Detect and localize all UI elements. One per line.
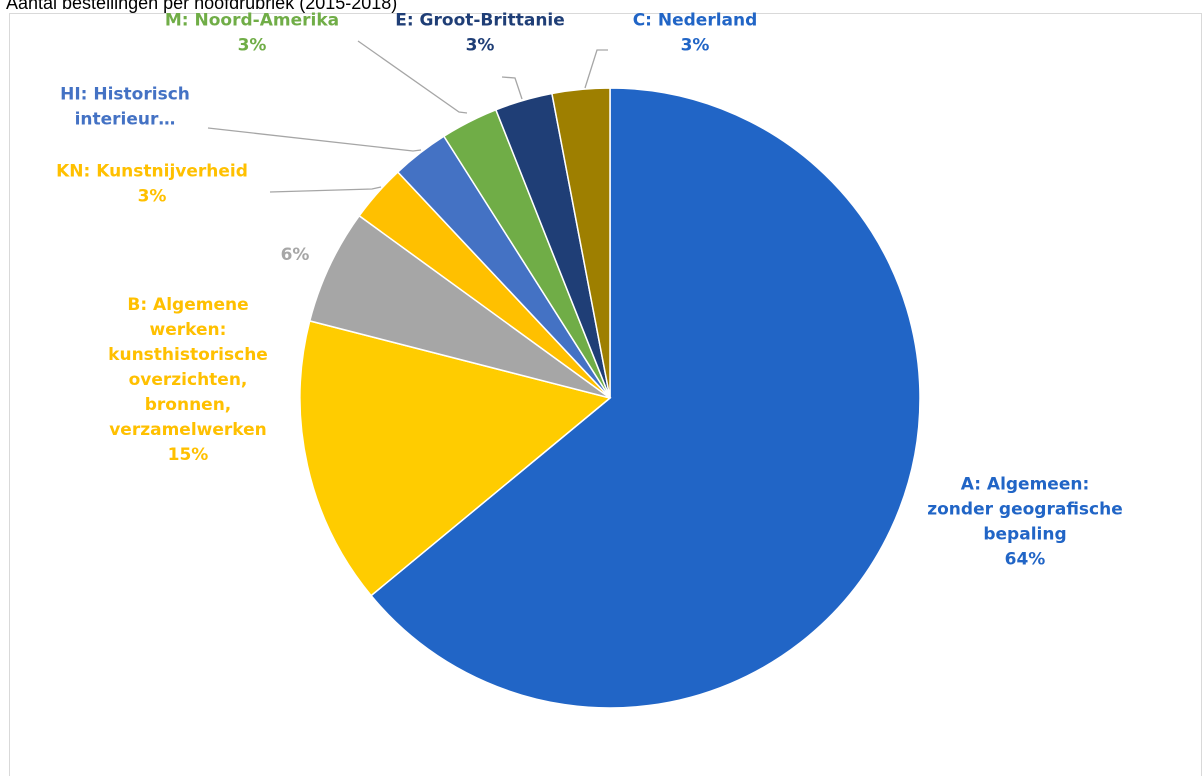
slice-labels: A: Algemeen: zonder geografische bepaling 6… bbox=[56, 11, 1123, 570]
pie-slice-a-algemeen bbox=[370, 87, 921, 709]
slice-category-label: A: Algemeen: bbox=[961, 475, 1090, 495]
slice-label-6: 6% bbox=[281, 245, 310, 265]
leader-line-m-noord-amerika bbox=[357, 40, 468, 114]
pie-slice-b-algemene bbox=[299, 319, 612, 597]
slice-category-label: bronnen, bbox=[145, 395, 232, 415]
leader-line-hi-historisch bbox=[207, 127, 422, 152]
slice-label-a-algemeen: A: Algemeen: zonder geografische bepaling 6… bbox=[927, 475, 1123, 570]
slice-label-m-noord-amerika: M: Noord-Amerika 3% bbox=[165, 11, 339, 56]
slice-value-label: 3% bbox=[681, 36, 710, 56]
pie-slice-c-nederland bbox=[551, 87, 611, 399]
slice-category-label: B: Algemene bbox=[127, 295, 248, 315]
slice-value-label: 15% bbox=[168, 445, 209, 465]
leader-lines bbox=[207, 40, 608, 193]
slice-label-e-groot-brittanie: E: Groot-Brittanie 3% bbox=[395, 11, 565, 56]
slice-value-label: 3% bbox=[238, 36, 267, 56]
slice-category-label: E: Groot-Brittanie bbox=[395, 11, 565, 31]
slice-category-label: werken: bbox=[150, 320, 227, 340]
slice-category-label: zonder geografische bbox=[927, 500, 1123, 520]
leader-line-kn-kunstnijverheid bbox=[269, 186, 382, 193]
slice-category-label: interieur… bbox=[75, 110, 176, 130]
slice-category-label: overzichten, bbox=[129, 370, 248, 390]
slice-value-label: 64% bbox=[1005, 550, 1046, 570]
slice-value-label: 3% bbox=[466, 36, 495, 56]
pie-slices bbox=[299, 87, 921, 709]
slice-label-c-nederland: C: Nederland 3% bbox=[633, 11, 758, 56]
slice-category-label: HI: Historisch bbox=[60, 85, 190, 105]
slice-category-label: bepaling bbox=[983, 525, 1066, 545]
leader-line-e-groot-brittanie bbox=[501, 76, 523, 100]
slice-category-label: KN: Kunstnijverheid bbox=[56, 162, 248, 182]
chart-frame bbox=[9, 13, 1202, 776]
slice-label-kn-kunstnijverheid: KN: Kunstnijverheid 3% bbox=[56, 162, 248, 207]
slice-category-label: M: Noord-Amerika bbox=[165, 11, 339, 31]
chart-title: Aantal bestellingen per hoofdrubriek (20… bbox=[6, 0, 397, 13]
slice-category-label: kunsthistorische bbox=[108, 345, 268, 365]
slice-label-b-algemene: B: Algemene werken: kunsthistorische overzi… bbox=[108, 295, 268, 465]
slice-category-label: C: Nederland bbox=[633, 11, 758, 31]
slice-value-label: 6% bbox=[281, 245, 310, 265]
slice-category-label: verzamelwerken bbox=[109, 420, 267, 440]
slice-label-hi-historisch: HI: Historisch interieur… bbox=[60, 85, 190, 130]
leader-line-c-nederland bbox=[584, 49, 608, 89]
slice-value-label: 3% bbox=[138, 187, 167, 207]
